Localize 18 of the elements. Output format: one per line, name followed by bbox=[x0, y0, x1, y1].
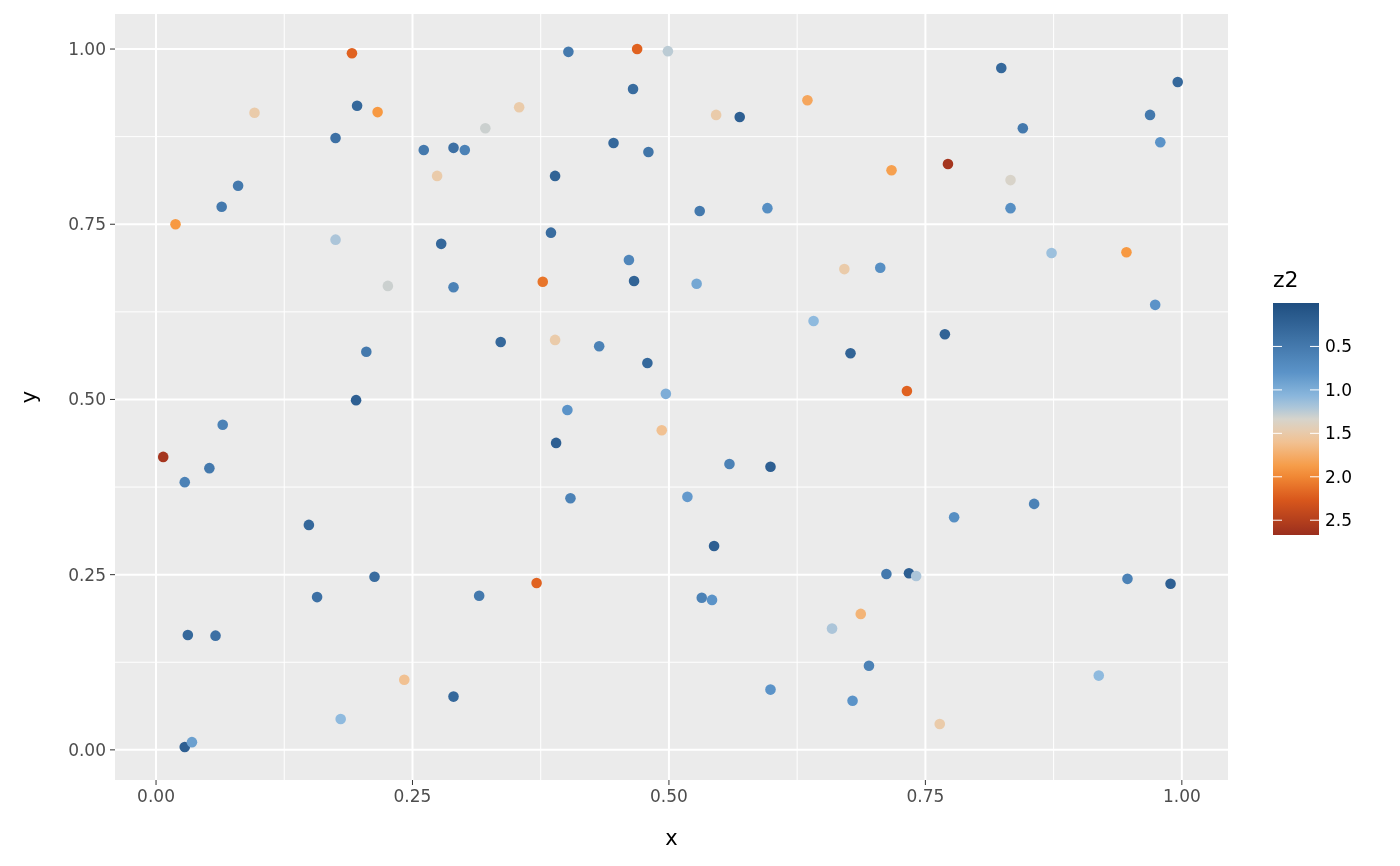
x-tick-label: 0.25 bbox=[393, 786, 432, 806]
color-bar-label: 2.5 bbox=[1325, 510, 1353, 531]
x-axis-title: x bbox=[665, 826, 678, 850]
y-tick-label: 0.00 bbox=[68, 739, 106, 760]
y-tick-label: 0.50 bbox=[68, 389, 106, 410]
color-bar-label: 1.5 bbox=[1325, 423, 1353, 444]
x-tick-label: 0.50 bbox=[650, 786, 688, 806]
color-bar-label: 2.0 bbox=[1325, 466, 1353, 487]
x-tick-label: 1.00 bbox=[1162, 786, 1201, 806]
color-bar-label: 1.0 bbox=[1325, 379, 1353, 400]
x-tick-label: 0.00 bbox=[137, 786, 175, 806]
y-axis-title: y bbox=[17, 390, 41, 404]
color-bar-label: 0.5 bbox=[1325, 336, 1353, 357]
y-tick-label: 1.00 bbox=[68, 39, 106, 60]
y-tick-label: 0.25 bbox=[68, 564, 106, 585]
y-tick-label: 0.75 bbox=[68, 214, 106, 235]
x-tick-label: 0.75 bbox=[906, 786, 945, 806]
color-bar-title: z2 bbox=[1273, 267, 1299, 292]
